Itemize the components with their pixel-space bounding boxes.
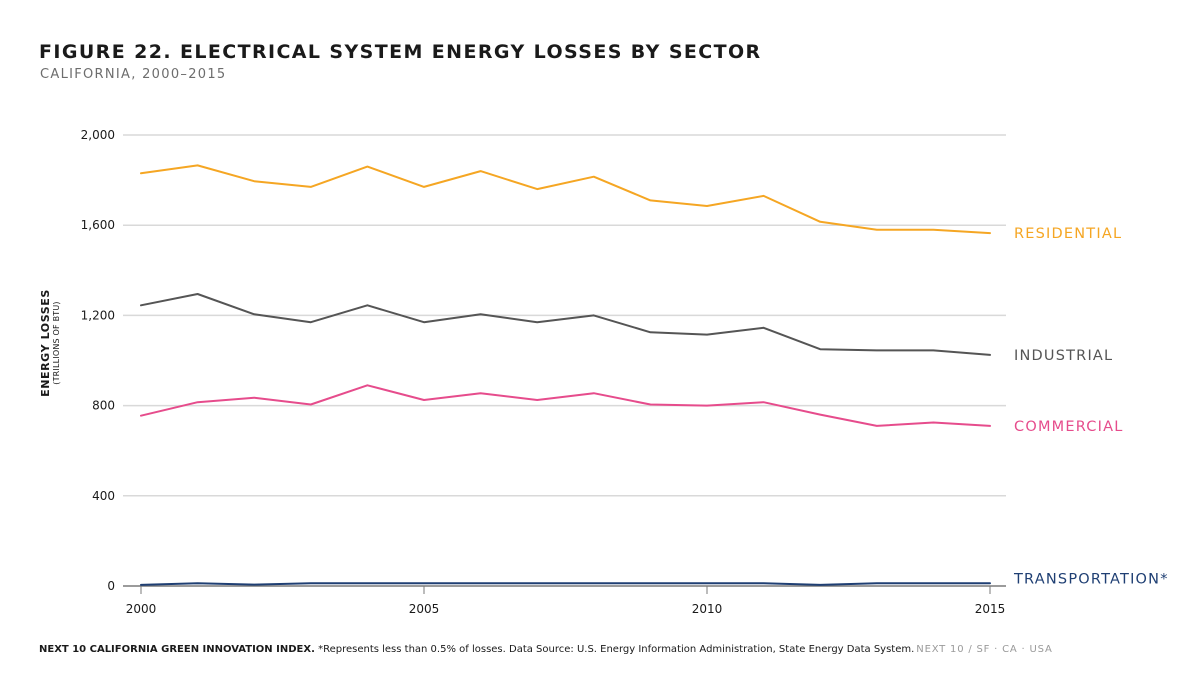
chart-subtitle: CALIFORNIA, 2000–2015 xyxy=(40,67,227,82)
footer-org: NEXT 10 CALIFORNIA GREEN INNOVATION INDE… xyxy=(39,644,315,655)
series-line-residential xyxy=(140,164,991,235)
y-tick-label: 0 xyxy=(107,579,115,593)
y-tick-label: 800 xyxy=(92,399,115,413)
y-tick-label: 2,000 xyxy=(81,128,115,142)
y-axis-label: ENERGY LOSSES xyxy=(39,289,52,397)
x-tick-label: 2010 xyxy=(692,602,723,616)
label-layer: RESIDENTIAL INDUSTRIAL COMMERCIAL TRANSPORT… xyxy=(1013,226,1169,587)
chart-title: FIGURE 22. ELECTRICAL SYSTEM ENERGY LOSS… xyxy=(39,41,762,63)
series-line-transportation xyxy=(140,582,991,586)
series-line-commercial xyxy=(140,384,991,427)
y-tick-label: 400 xyxy=(92,489,115,503)
axis-layer: 0 400 800 1,200 1,600 2,000 2000 2005 2010 2015 xyxy=(81,128,1006,616)
series-label-residential: RESIDENTIAL xyxy=(1014,226,1122,242)
footer-note: NEXT 10 CALIFORNIA GREEN INNOVATION INDE… xyxy=(39,644,1053,655)
x-tick-label: 2015 xyxy=(975,602,1006,616)
y-axis-sublabel: (TRILLIONS OF BTU) xyxy=(52,301,61,385)
y-tick-label: 1,200 xyxy=(81,308,115,322)
x-tick-label: 2000 xyxy=(126,602,157,616)
y-tick-label: 1,600 xyxy=(81,218,115,232)
y-axis-title: ENERGY LOSSES (TRILLIONS OF BTU) xyxy=(39,289,61,397)
x-tick-label: 2005 xyxy=(409,602,440,616)
series-label-commercial: COMMERCIAL xyxy=(1014,419,1123,435)
footer-brand: NEXT 10 / SF · CA · USA xyxy=(916,644,1053,655)
series-layer xyxy=(140,164,991,586)
grid-layer xyxy=(123,134,1006,497)
footer-source: *Represents less than 0.5% of losses. Da… xyxy=(314,644,915,655)
series-line-industrial xyxy=(140,293,991,356)
series-label-industrial: INDUSTRIAL xyxy=(1014,348,1113,364)
series-label-transportation: TRANSPORTATION* xyxy=(1013,571,1169,587)
